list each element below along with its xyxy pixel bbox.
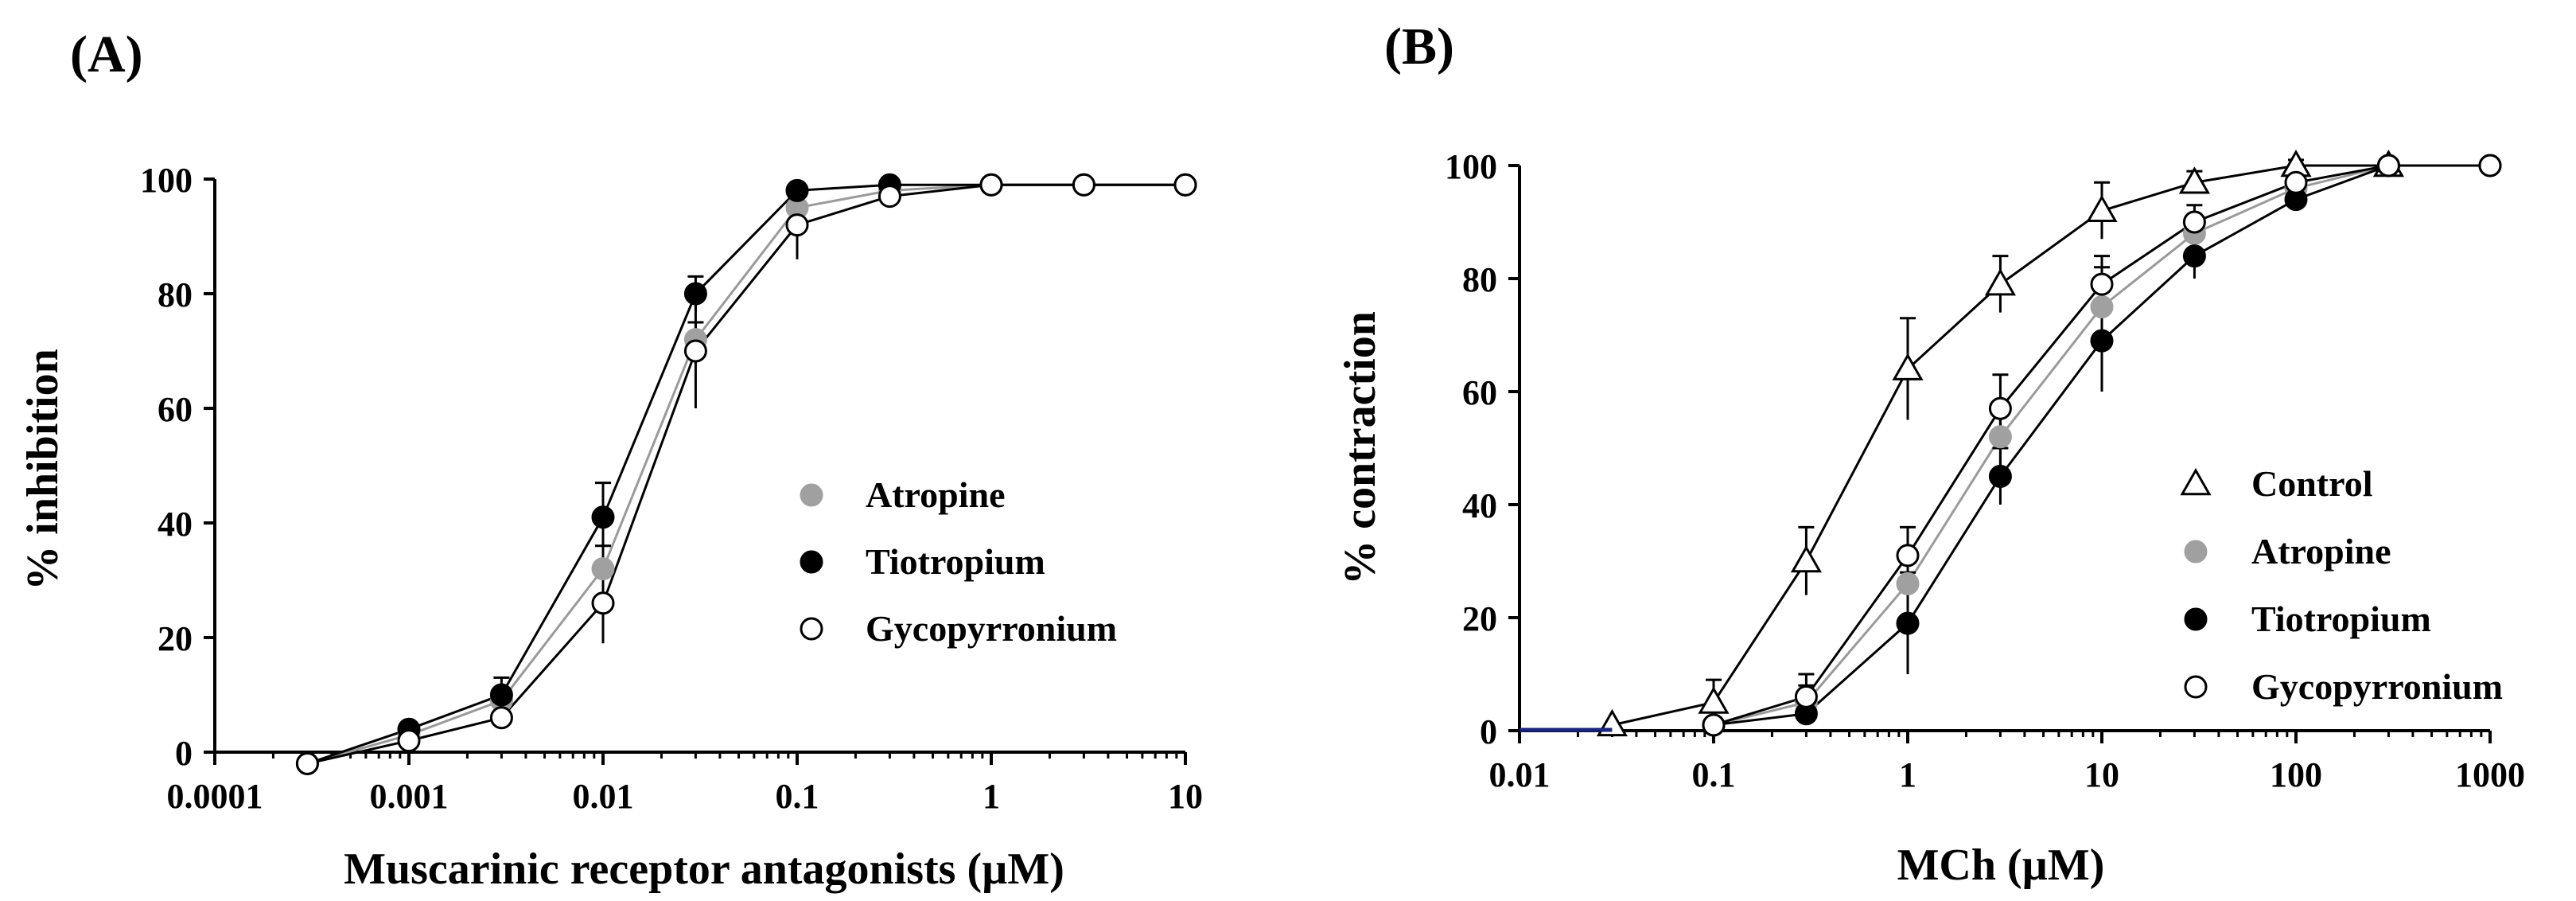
x-tick-label: 1000 [2455, 755, 2525, 794]
x-tick-label: 10 [1168, 777, 1203, 816]
data-point-tiotropium [2182, 244, 2206, 268]
data-point-atropine [591, 557, 615, 581]
data-point-gycopyrronium [489, 706, 513, 730]
x-tick-label: 1 [983, 777, 1000, 816]
data-point-tiotropium [2090, 329, 2114, 353]
legend-label-tiotropium: Tiotropium [866, 541, 1045, 582]
data-point-gycopyrronium [2478, 154, 2502, 177]
data-point-gycopyrronium [1988, 396, 2012, 420]
data-point-gycopyrronium [397, 729, 421, 753]
legend-label-gycopyrronium: Gycopyrronium [866, 608, 1117, 649]
x-tick-label: 0.0001 [167, 777, 263, 816]
legend-label-tiotropium: Tiotropium [2251, 599, 2431, 639]
y-axis-title: % contraction [1336, 311, 1385, 585]
data-point-atropine [1988, 425, 2012, 449]
panel-b-chart: 0 20 40 60 80 100 0.01 0.1 1 10 100 1000 MCh (µM) % c… [1336, 147, 2525, 890]
data-point-gycopyrronium [785, 213, 809, 237]
data-point-gycopyrronium [1173, 173, 1197, 197]
data-point-tiotropium [591, 505, 615, 529]
x-axis-title: MCh (µM) [1897, 841, 2105, 890]
y-tick-label: 60 [1462, 373, 1497, 412]
legend-label-control: Control [2251, 463, 2373, 504]
series-line-atropine [307, 183, 1185, 765]
legend-marker-atropine [2184, 540, 2208, 564]
x-tick-label: 0.01 [1489, 755, 1551, 794]
data-point-tiotropium [1988, 465, 2012, 488]
data-point-gycopyrronium [2376, 154, 2400, 177]
y-tick-label: 40 [1462, 486, 1497, 525]
data-point-gycopyrronium [1702, 713, 1726, 737]
y-axis-title: % inhibition [18, 349, 68, 590]
data-point-gycopyrronium [2090, 272, 2114, 296]
series-line-atropine [1713, 164, 2490, 727]
legend-label-gycopyrronium: Gycopyrronium [2251, 666, 2503, 707]
series-line-gycopyrronium [1713, 164, 2490, 727]
data-point-control [2178, 166, 2211, 194]
x-tick-label: 0.001 [370, 777, 449, 816]
x-tick-label: 0.1 [776, 777, 819, 816]
y-tick-label: 20 [158, 619, 193, 658]
y-tick-label: 20 [1462, 599, 1497, 638]
data-point-gycopyrronium [2284, 170, 2308, 194]
legend-marker-tiotropium [2184, 607, 2208, 631]
data-point-control [1892, 353, 1924, 380]
series-line-tiotropium [306, 183, 1185, 765]
y-tick-label: 100 [1445, 147, 1497, 186]
y-tick-label: 0 [175, 734, 193, 773]
legend-marker-gycopyrronium [800, 617, 823, 641]
y-tick-label: 40 [158, 505, 193, 544]
data-point-gycopyrronium [1794, 685, 1818, 708]
y-tick-label: 0 [1480, 712, 1497, 751]
data-point-gycopyrronium [979, 173, 1003, 197]
legend-marker-control [2180, 467, 2212, 496]
x-axis-title: Muscarinic receptor antagonists (µM) [344, 844, 1064, 894]
series-line-gycopyrronium [307, 183, 1185, 765]
x-tick-label: 10 [2084, 755, 2119, 794]
y-tick-label: 100 [140, 161, 193, 200]
panel-b-label: (B) [1384, 18, 1454, 76]
data-point-gycopyrronium [2182, 210, 2206, 234]
data-point-gycopyrronium [1072, 173, 1095, 197]
data-point-gycopyrronium [683, 339, 707, 363]
legend-label-atropine: Atropine [866, 474, 1006, 515]
data-point-control [2086, 194, 2118, 223]
y-tick-label: 80 [1462, 260, 1497, 299]
legend-label-atropine: Atropine [2251, 531, 2391, 571]
data-point-tiotropium [1896, 611, 1920, 635]
legend-marker-gycopyrronium [2184, 675, 2208, 699]
data-point-gycopyrronium [591, 591, 615, 615]
series-line-tiotropium [1713, 164, 2490, 727]
x-tick-label: 0.1 [1692, 755, 1736, 794]
x-tick-label: 100 [2270, 755, 2322, 794]
panel-a-label: (A) [70, 25, 143, 84]
data-point-tiotropium [683, 282, 707, 306]
data-point-atropine [1896, 571, 1920, 595]
legend-marker-atropine [800, 483, 823, 507]
data-point-control [1790, 544, 1823, 573]
data-point-control [1698, 686, 1730, 714]
data-point-tiotropium [489, 683, 513, 707]
panel-a-chart: 0 20 40 60 80 100 0.0001 0.001 0.01 0.1 1 10 Muscari… [18, 161, 1203, 894]
legend-marker-tiotropium [800, 550, 823, 574]
x-tick-label: 0.01 [573, 777, 634, 816]
y-tick-label: 80 [158, 275, 193, 314]
x-tick-label: 1 [1899, 755, 1916, 794]
data-point-gycopyrronium [1896, 544, 1920, 568]
data-point-gycopyrronium [295, 751, 319, 775]
data-point-control [1984, 268, 2017, 296]
data-point-tiotropium [785, 178, 809, 202]
y-tick-label: 60 [158, 390, 193, 429]
data-point-gycopyrronium [877, 185, 901, 209]
data-point-atropine [2090, 295, 2114, 318]
